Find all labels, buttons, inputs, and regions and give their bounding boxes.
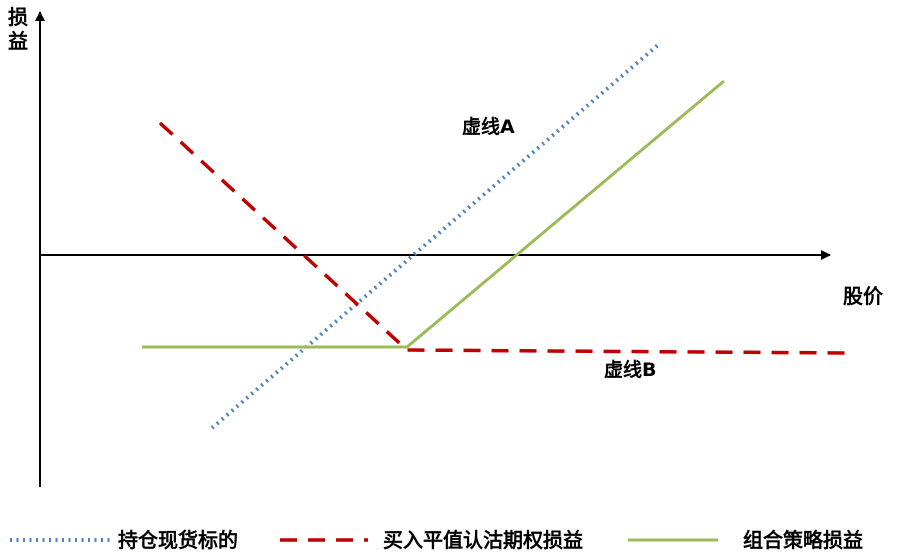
legend-label-spot: 持仓现货标的 [118,528,238,552]
y-axis-label-char-2: 益 [8,29,28,53]
x-axis-label: 股价 [843,284,884,308]
spot-position-line [210,43,660,430]
legend: 持仓现货标的 买入平值认沽期权损益 组合策略损益 [10,528,863,552]
long-put-line [158,121,849,355]
combo-strategy-line [142,79,725,349]
annotation-line-a: 虚线A [462,115,515,138]
legend-label-combo: 组合策略损益 [743,528,863,552]
legend-label-put: 买入平值认沽期权损益 [383,528,583,552]
y-axis-label-char-1: 损 [8,5,28,29]
annotation-line-b: 虚线B [604,358,656,381]
